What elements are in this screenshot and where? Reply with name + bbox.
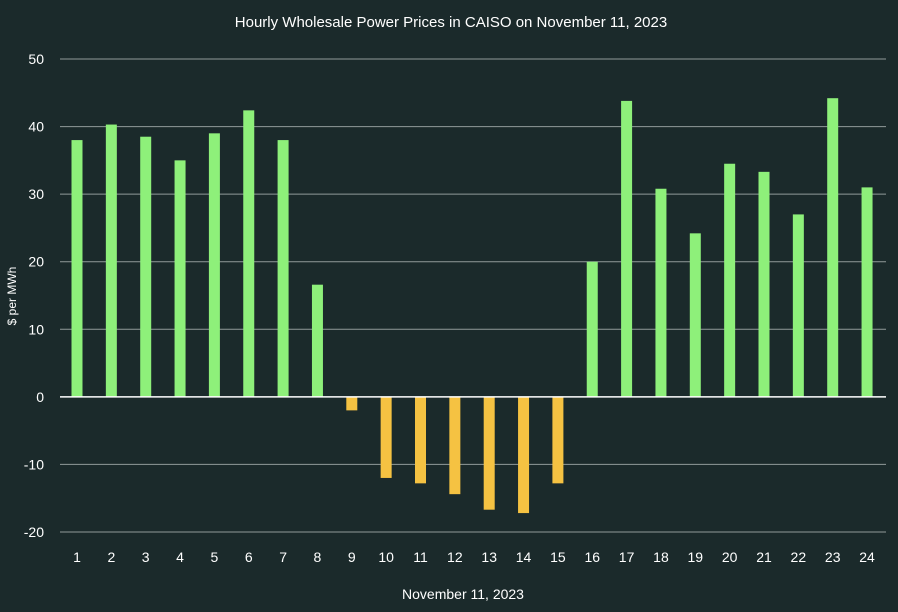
x-tick-label: 2	[107, 549, 115, 565]
x-tick-label: 17	[619, 549, 635, 565]
x-tick-label: 21	[756, 549, 772, 565]
x-tick-label: 9	[348, 549, 356, 565]
x-tick-label: 4	[176, 549, 184, 565]
x-tick-label: 12	[447, 549, 463, 565]
x-tick-label: 23	[825, 549, 841, 565]
chart-title: Hourly Wholesale Power Prices in CAISO o…	[235, 14, 667, 31]
bar	[208, 133, 220, 397]
bar	[621, 100, 633, 397]
x-tick-label: 22	[791, 549, 807, 565]
x-tick-label: 20	[722, 549, 738, 565]
x-tick-label: 24	[859, 549, 875, 565]
bar	[346, 396, 358, 411]
bar	[311, 284, 323, 397]
bar	[449, 396, 461, 495]
bar	[380, 396, 392, 478]
x-tick-label: 5	[211, 549, 219, 565]
x-tick-label: 18	[653, 549, 669, 565]
y-tick-label: -20	[24, 524, 44, 540]
bar	[586, 261, 598, 397]
x-tick-label: 10	[378, 549, 394, 565]
y-tick-label: 30	[28, 186, 44, 202]
y-tick-label: 20	[28, 254, 44, 270]
bar	[552, 396, 564, 484]
bar	[758, 171, 770, 397]
x-tick-label: 16	[584, 549, 600, 565]
bar	[415, 396, 426, 484]
bar	[483, 396, 495, 510]
y-tick-label: 40	[28, 119, 44, 135]
y-tick-label: 10	[28, 321, 44, 337]
bar	[655, 188, 667, 397]
x-tick-label: 7	[279, 549, 287, 565]
x-tick-label: 13	[481, 549, 497, 565]
x-tick-label: 8	[314, 549, 322, 565]
bar	[174, 160, 186, 397]
bar	[792, 214, 804, 397]
x-tick-label: 15	[550, 549, 566, 565]
bar	[71, 140, 83, 397]
bar	[689, 233, 701, 397]
bar	[105, 124, 117, 397]
bar	[724, 163, 736, 397]
x-tick-label: 14	[516, 549, 532, 565]
bar	[140, 136, 152, 397]
x-axis-ticks: 1 2 3 4 5 6 7 8 9 10 11 12 13 14 15 16 17 18 19 20 21 22 23 24	[73, 549, 875, 565]
y-axis-ticks: 50 40 30 20 10 0 -10 -20	[24, 51, 44, 540]
gridlines	[60, 58, 886, 533]
x-tick-label: 6	[245, 549, 253, 565]
bar	[518, 396, 530, 514]
bar	[277, 140, 289, 397]
x-tick-label: 1	[73, 549, 81, 565]
bar	[243, 110, 255, 397]
bar	[827, 98, 839, 397]
y-axis-title: $ per MWh	[5, 267, 19, 326]
y-tick-label: 50	[28, 51, 44, 67]
y-tick-label: 0	[36, 389, 44, 405]
x-tick-label: 11	[413, 549, 428, 565]
bar	[861, 187, 873, 397]
x-tick-label: 3	[142, 549, 150, 565]
bars	[71, 98, 873, 514]
y-tick-label: -10	[24, 456, 44, 472]
x-axis-title: November 11, 2023	[402, 586, 524, 602]
x-tick-label: 19	[688, 549, 704, 565]
